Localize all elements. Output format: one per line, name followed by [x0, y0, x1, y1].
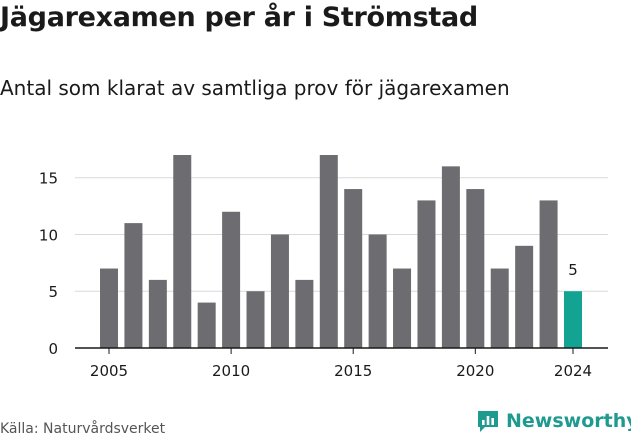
bar-2020	[466, 189, 485, 348]
bar-2022	[515, 245, 534, 348]
bar-2009	[197, 302, 216, 348]
bar-2006	[124, 223, 143, 348]
bar-2005	[100, 268, 118, 348]
bar-2023	[539, 200, 558, 348]
bar-chart: 0 5 10 15 2005 2010 2015 2020 2024 5	[39, 155, 608, 380]
bar-2015	[344, 189, 363, 348]
x-tick-label: 2024	[554, 362, 592, 380]
bar-2014	[319, 155, 338, 348]
brand-logo: Newsworthy	[476, 408, 631, 434]
bar-2021	[490, 268, 509, 348]
data-labels: 5	[568, 261, 578, 279]
y-tick-label: 10	[39, 226, 58, 244]
x-tick-label: 2010	[212, 362, 250, 380]
bar-2019	[441, 166, 460, 348]
newsworthy-logo-icon	[478, 411, 498, 432]
bar-2024	[564, 291, 582, 348]
bar-2010	[222, 211, 241, 348]
bar-2017	[393, 268, 412, 348]
brand-name: Newsworthy	[506, 410, 631, 432]
x-axis: 2005 2010 2015 2020 2024	[75, 347, 608, 380]
x-tick-label: 2015	[334, 362, 372, 380]
x-tick-label: 2005	[90, 362, 128, 380]
bars	[100, 155, 582, 348]
bar-2011	[246, 291, 265, 348]
bar-2012	[270, 234, 289, 348]
bar-2018	[417, 200, 436, 348]
chart-title: Jägarexamen per år i Strömstad	[0, 2, 478, 33]
chart-subtitle: Antal som klarat av samtliga prov för jä…	[0, 76, 510, 100]
bar-2013	[295, 279, 314, 348]
data-label: 5	[568, 261, 578, 279]
y-tick-label: 0	[48, 340, 58, 358]
x-tick-label: 2020	[456, 362, 494, 380]
source-note: Källa: Naturvårdsverket	[0, 421, 166, 437]
bar-2007	[148, 279, 167, 348]
bar-2016	[368, 234, 387, 348]
y-tick-label: 15	[39, 170, 58, 188]
bar-2008	[173, 155, 192, 348]
y-tick-label: 5	[48, 283, 58, 301]
